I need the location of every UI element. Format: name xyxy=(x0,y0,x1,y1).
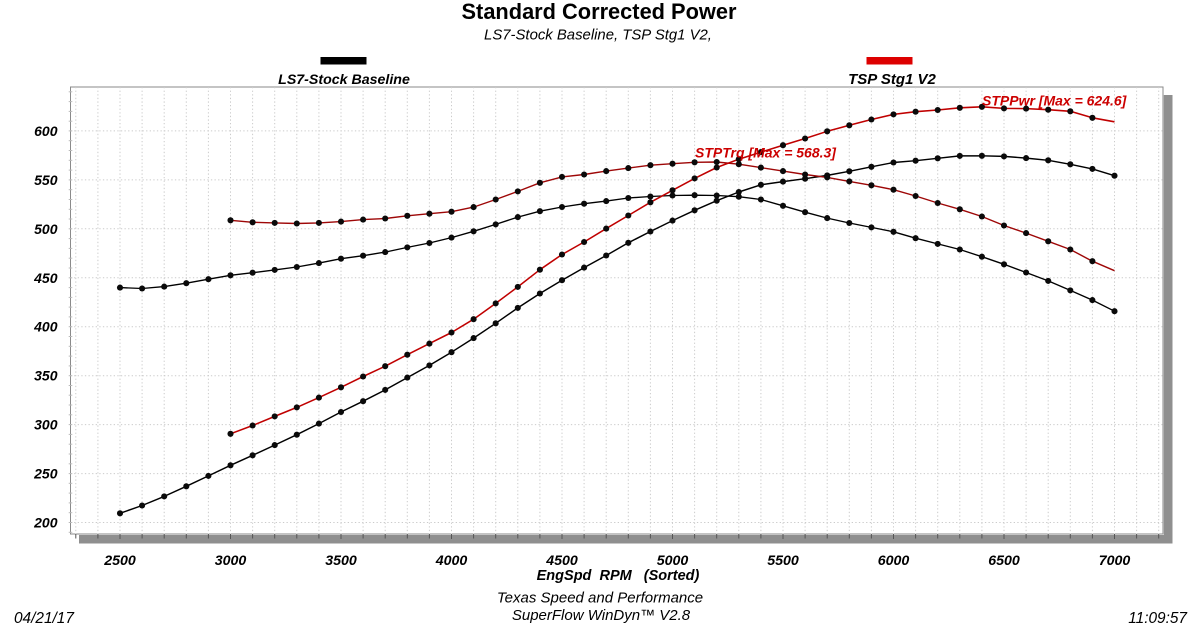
svg-text:Texas Speed and Performance: Texas Speed and Performance xyxy=(497,590,703,607)
svg-text:500: 500 xyxy=(34,221,58,237)
svg-text:450: 450 xyxy=(33,270,58,286)
svg-text:4000: 4000 xyxy=(435,553,468,569)
svg-text:3500: 3500 xyxy=(325,553,357,569)
svg-text:350: 350 xyxy=(34,368,58,384)
svg-text:LS7-Stock Baseline: LS7-Stock Baseline xyxy=(278,72,410,88)
svg-text:SuperFlow WinDyn™ V2.8: SuperFlow WinDyn™ V2.8 xyxy=(512,607,691,624)
svg-text:Standard Corrected Power: Standard Corrected Power xyxy=(462,0,737,24)
svg-text:11:09:57: 11:09:57 xyxy=(1128,610,1188,626)
svg-text:600: 600 xyxy=(34,123,58,139)
svg-text:5000: 5000 xyxy=(657,553,689,569)
svg-text:STPTrq [Max = 568.3]: STPTrq [Max = 568.3] xyxy=(695,145,837,161)
svg-text:04/21/17: 04/21/17 xyxy=(14,610,75,626)
svg-text:4500: 4500 xyxy=(545,553,578,569)
svg-text:400: 400 xyxy=(33,319,58,335)
svg-text:6500: 6500 xyxy=(988,553,1020,569)
svg-text:300: 300 xyxy=(34,417,58,433)
svg-text:TSP Stg1 V2: TSP Stg1 V2 xyxy=(848,71,936,88)
svg-text:7000: 7000 xyxy=(1099,553,1131,569)
svg-text:200: 200 xyxy=(33,515,58,531)
svg-text:6000: 6000 xyxy=(878,553,910,569)
svg-text:LS7-Stock Baseline, TSP Stg1 V: LS7-Stock Baseline, TSP Stg1 V2, xyxy=(484,28,712,44)
svg-text:250: 250 xyxy=(33,466,58,482)
svg-text:5500: 5500 xyxy=(767,553,799,569)
svg-text:EngSpd RPM (Sorted): EngSpd RPM (Sorted) xyxy=(537,568,700,584)
svg-text:550: 550 xyxy=(34,172,58,188)
svg-text:2500: 2500 xyxy=(103,553,136,569)
svg-text:STPPwr [Max = 624.6]: STPPwr [Max = 624.6] xyxy=(982,93,1128,109)
svg-text:3000: 3000 xyxy=(215,553,247,569)
